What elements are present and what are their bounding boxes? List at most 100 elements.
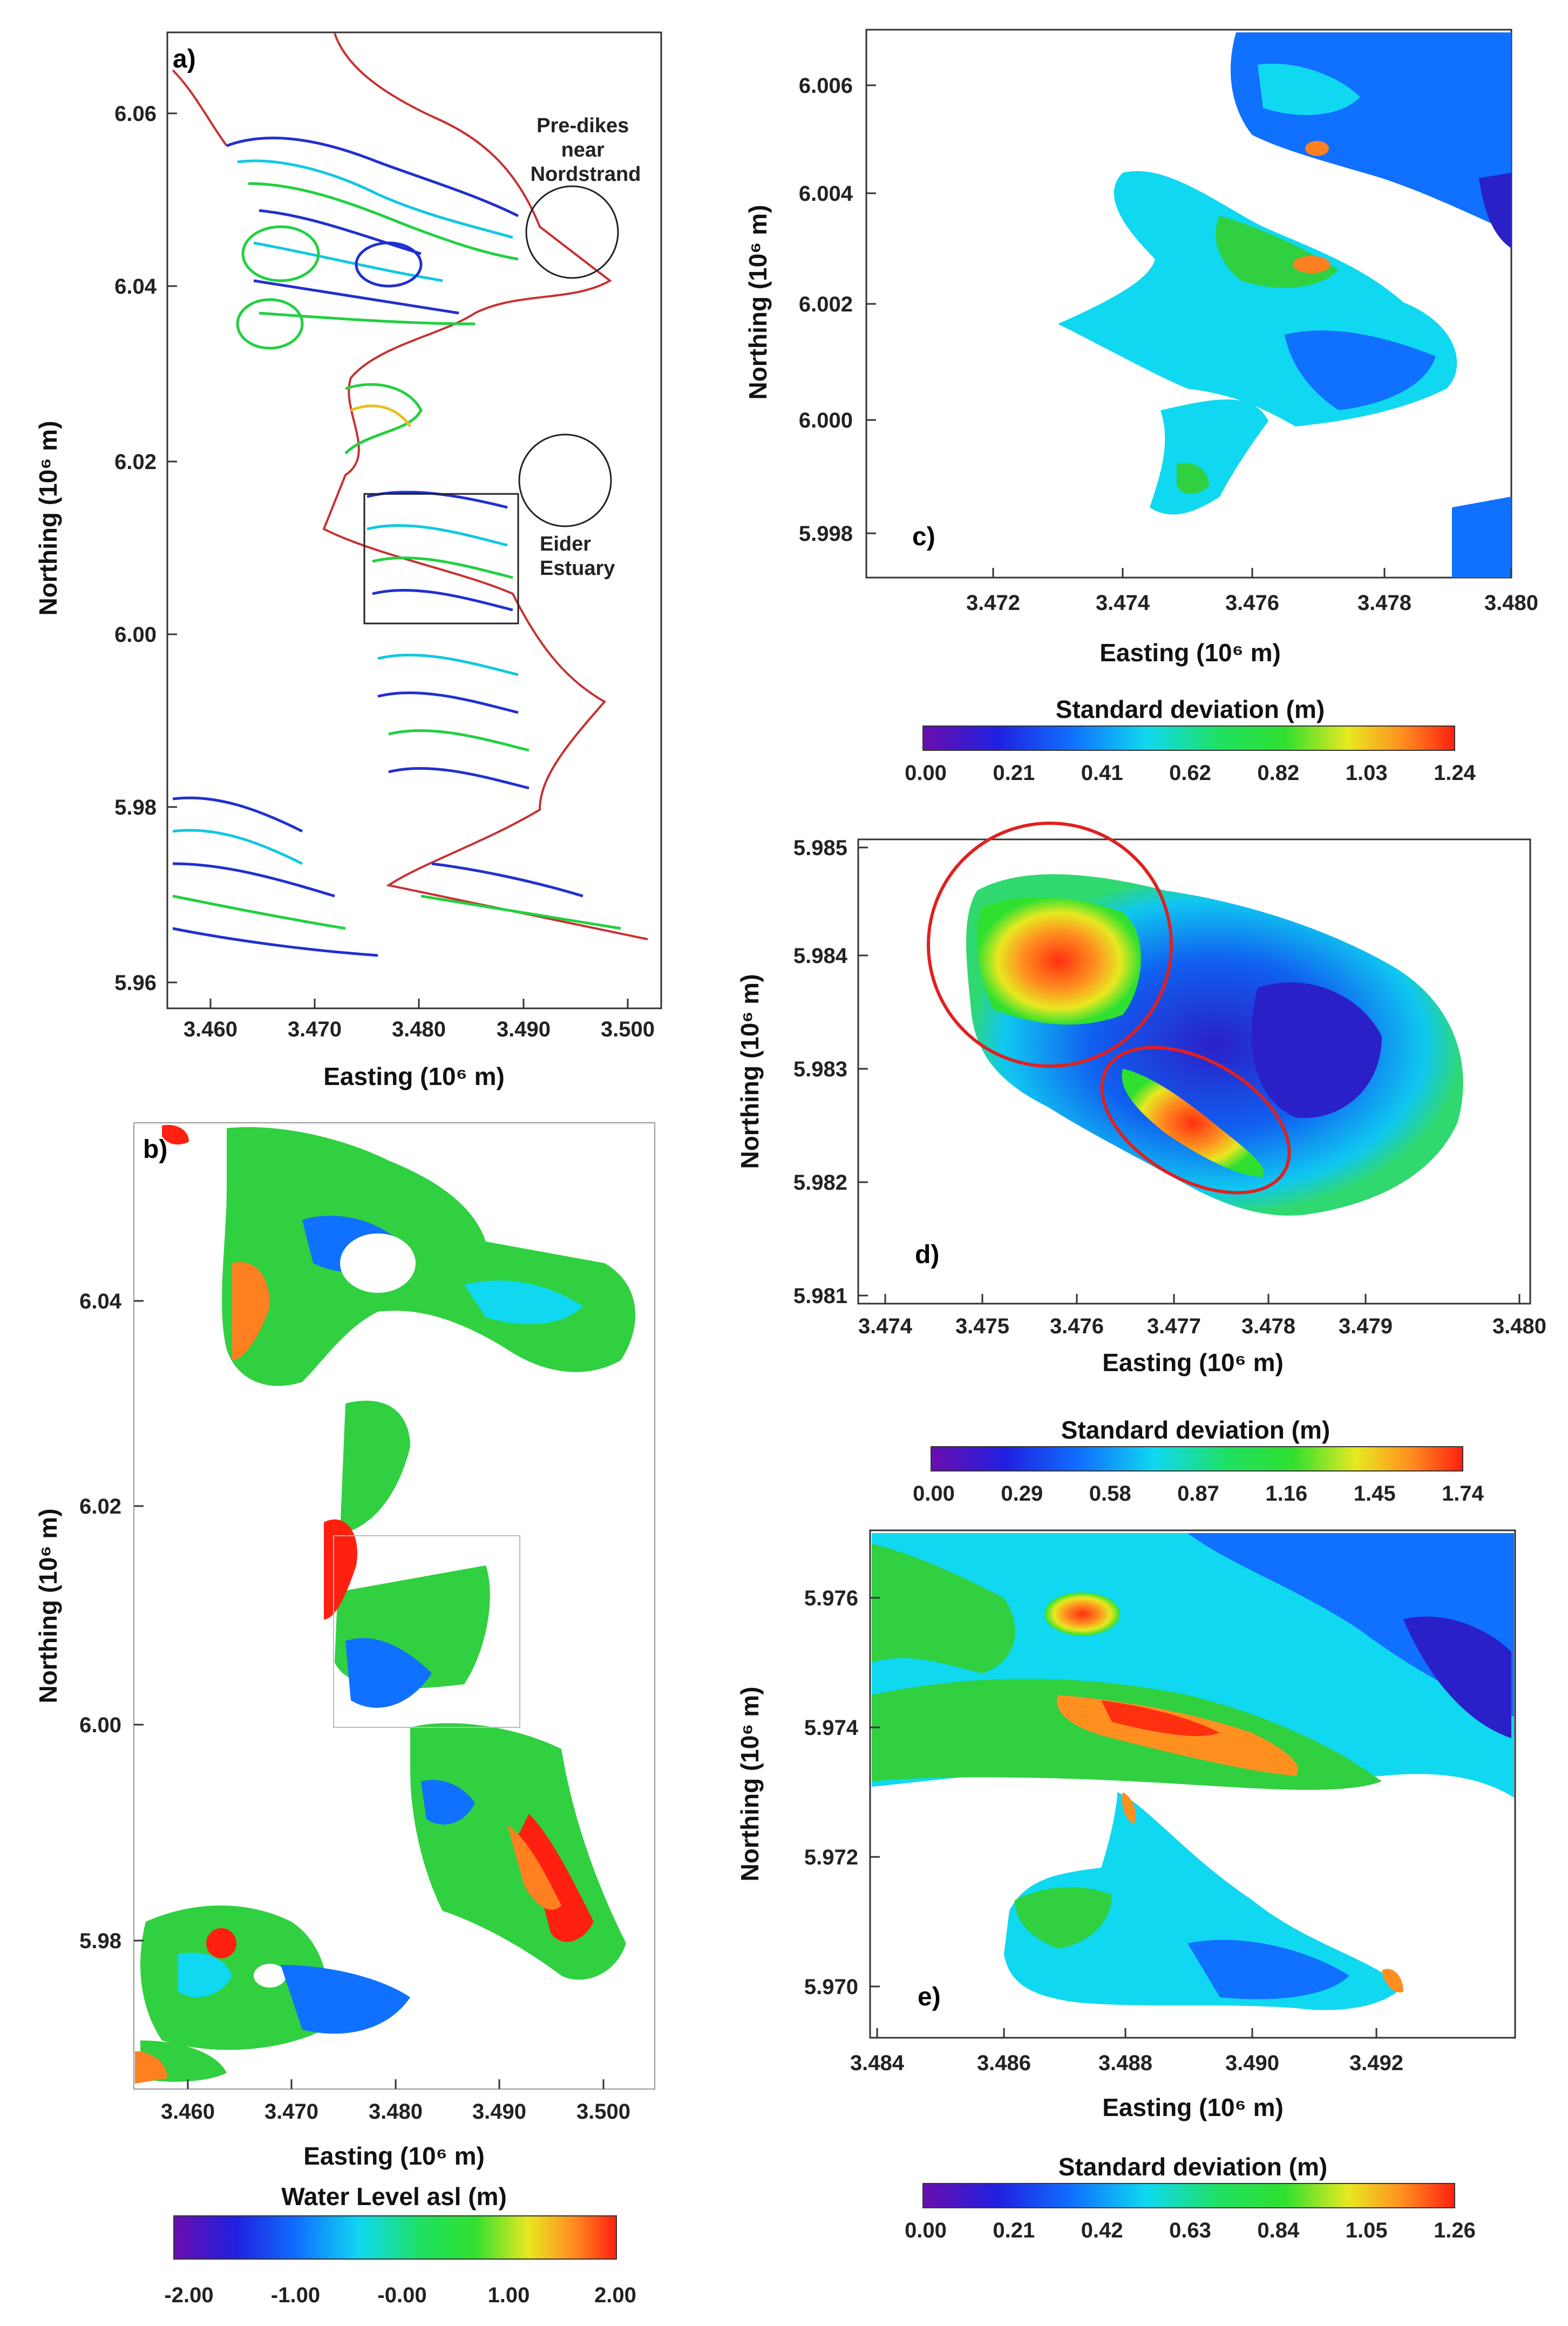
- panel-d-std-field: [966, 874, 1463, 1216]
- x-tick-label: 3.470: [264, 2100, 318, 2124]
- y-tick-label: 6.00: [79, 1713, 121, 1737]
- panel-d-ylabel: Northing (10⁶ m): [736, 974, 764, 1169]
- x-tick-label: 3.480: [1492, 1314, 1546, 1338]
- x-tick-label: 3.478: [1241, 1314, 1295, 1338]
- colorbar-tick-label: 0.87: [1177, 1482, 1219, 1506]
- panel-b-ylabel: Northing (10⁶ m): [34, 1508, 62, 1703]
- colorbar-tick-label: 0.82: [1257, 761, 1299, 785]
- panel-b-label: b): [143, 1135, 167, 1164]
- colorbar-tick-label: 1.26: [1434, 2219, 1476, 2242]
- panel-b-water-level-field: [135, 1125, 636, 2084]
- x-tick-label: 3.490: [497, 1018, 551, 1041]
- panel-c-label: c): [912, 523, 935, 551]
- y-tick-label: 5.998: [799, 522, 853, 546]
- y-tick-label: 5.970: [804, 1975, 858, 1999]
- eider-circle: [518, 433, 612, 527]
- colorbar-tick-label: 1.16: [1265, 1482, 1307, 1506]
- colorbar-tick-label: 2.00: [594, 2283, 636, 2307]
- panel-c-y-ticks: 6.006 6.004 6.002 6.000 5.998: [799, 74, 876, 546]
- colorbar-tick-label: 0.63: [1169, 2219, 1211, 2242]
- y-tick-label: 6.02: [114, 450, 157, 474]
- panel-d-y-ticks: 5.985 5.984 5.983 5.982 5.981: [793, 836, 868, 1308]
- x-tick-label: 3.472: [966, 591, 1020, 615]
- panel-d-highlight-ellipse: [1100, 1046, 1291, 1195]
- x-tick-label: 3.470: [288, 1018, 342, 1041]
- colorbar-tick-label: 0.00: [905, 2219, 947, 2242]
- y-tick-label: 5.96: [114, 971, 157, 995]
- y-tick-label: 5.972: [804, 1846, 858, 1869]
- y-tick-label: 5.98: [114, 796, 157, 819]
- panel-e-std-field: [872, 1533, 1514, 2010]
- x-tick-label: 3.500: [576, 2100, 630, 2124]
- panel-a-flats: [172, 137, 621, 957]
- panel-d-x-ticks: 3.474 3.475 3.476 3.477 3.478 3.479 3.480: [858, 1294, 1546, 1338]
- panel-a-ylabel: Northing (10⁶ m): [34, 421, 62, 615]
- y-tick-label: 6.02: [79, 1495, 121, 1518]
- colorbar-tick-label: 0.84: [1257, 2219, 1300, 2242]
- x-tick-label: 3.480: [369, 2100, 423, 2124]
- y-tick-label: 5.981: [793, 1284, 847, 1308]
- y-tick-label: 6.04: [79, 1290, 122, 1313]
- x-tick-label: 3.477: [1147, 1314, 1201, 1338]
- panel-b-colorbar-ticks: -2.00 -1.00 -0.00 1.00 2.00: [164, 2283, 636, 2307]
- panel-c-xlabel: Easting (10⁶ m): [1099, 639, 1281, 667]
- colorbar-tick-label: 1.03: [1346, 761, 1388, 785]
- panel-a-x-ticks: 3.460 3.470 3.480 3.490 3.500: [184, 999, 655, 1041]
- x-tick-label: 3.484: [850, 2051, 905, 2075]
- panel-d-colorbar: [931, 1446, 1463, 1471]
- colorbar-tick-label: 0.21: [993, 2219, 1035, 2242]
- panel-e-ylabel: Northing (10⁶ m): [736, 1686, 764, 1881]
- panel-c-colorbar: [922, 725, 1455, 751]
- y-tick-label: 6.006: [799, 74, 853, 98]
- panel-e-colorbar-title: Standard deviation (m): [1058, 2153, 1327, 2181]
- panel-c-x-ticks: 3.472 3.474 3.476 3.478 3.480: [966, 568, 1538, 615]
- colorbar-tick-label: 0.62: [1169, 761, 1211, 785]
- panel-a-coastline-2: [172, 69, 228, 147]
- panel-d-colorbar-ticks: 0.00 0.29 0.58 0.87 1.16 1.45 1.74: [913, 1482, 1484, 1506]
- x-tick-label: 3.488: [1098, 2051, 1152, 2075]
- colorbar-tick-label: 1.24: [1434, 761, 1476, 785]
- colorbar-tick-label: 0.58: [1089, 1482, 1131, 1506]
- x-tick-label: 3.490: [472, 2100, 526, 2124]
- colorbar-tick-label: 0.21: [993, 761, 1035, 785]
- panel-c-colorbar-ticks: 0.00 0.21 0.41 0.62 0.82 1.03 1.24: [905, 761, 1476, 785]
- panel-d-xlabel: Easting (10⁶ m): [1102, 1348, 1284, 1376]
- panel-e-xlabel: Easting (10⁶ m): [1102, 2093, 1284, 2121]
- x-tick-label: 3.478: [1357, 591, 1411, 615]
- y-tick-label: 5.98: [79, 1929, 121, 1953]
- panel-a-zoom-box: [363, 493, 519, 625]
- x-tick-label: 3.476: [1225, 591, 1279, 615]
- y-tick-label: 6.000: [799, 409, 853, 432]
- panel-e-colorbar: [922, 2183, 1455, 2208]
- panel-c-ylabel: Northing (10⁶ m): [744, 205, 772, 399]
- colorbar-tick-label: -1.00: [271, 2283, 320, 2307]
- x-tick-label: 3.486: [977, 2051, 1031, 2075]
- colorbar-tick-label: 0.29: [1001, 1482, 1043, 1506]
- panel-e-colorbar-ticks: 0.00 0.21 0.42 0.63 0.84 1.05 1.26: [905, 2219, 1476, 2242]
- colorbar-tick-label: 0.42: [1081, 2219, 1123, 2242]
- colorbar-tick-label: 1.00: [488, 2283, 530, 2307]
- colorbar-tick-label: 0.00: [905, 761, 947, 785]
- colorbar-tick-label: 1.74: [1442, 1482, 1484, 1506]
- panel-e-label: e): [918, 1983, 941, 2011]
- x-tick-label: 3.479: [1339, 1314, 1393, 1338]
- colorbar-tick-label: 0.00: [913, 1482, 955, 1506]
- x-tick-label: 3.492: [1349, 2051, 1403, 2075]
- panel-d-highlight-circle: [927, 822, 1173, 1068]
- pre-dikes-circle: [525, 185, 619, 279]
- x-tick-label: 3.474: [1096, 591, 1150, 615]
- panel-c-std-field: [1058, 32, 1511, 578]
- eider-label: Eider Estuary: [540, 533, 615, 580]
- y-tick-label: 6.002: [799, 293, 853, 316]
- x-tick-label: 3.480: [1484, 591, 1538, 615]
- x-tick-label: 3.500: [601, 1018, 655, 1041]
- colorbar-tick-label: 1.45: [1354, 1482, 1396, 1506]
- y-tick-label: 6.04: [114, 275, 157, 299]
- panel-a-frame: [166, 31, 662, 1009]
- panel-d-label: d): [915, 1240, 939, 1269]
- colorbar-tick-label: -0.00: [377, 2283, 426, 2307]
- panel-b-x-ticks: 3.460 3.470 3.480 3.490 3.500: [161, 2079, 630, 2124]
- x-tick-label: 3.490: [1225, 2051, 1279, 2075]
- panel-c-colorbar-title: Standard deviation (m): [1056, 695, 1325, 723]
- x-tick-label: 3.475: [955, 1314, 1009, 1338]
